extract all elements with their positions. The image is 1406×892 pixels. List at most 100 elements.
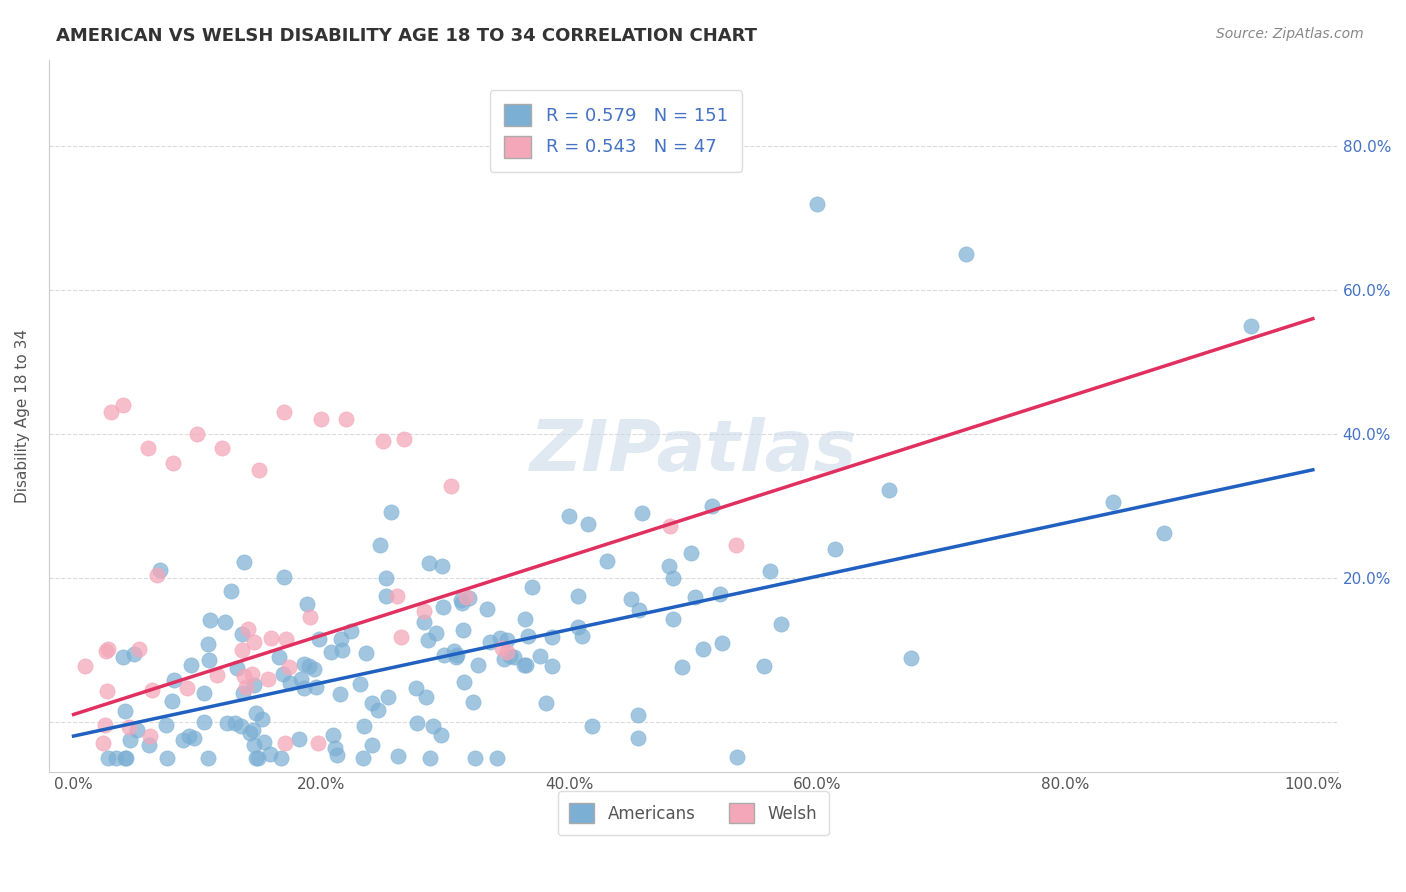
Point — [541, 630, 564, 644]
Point — [516, 629, 538, 643]
Point — [122, 647, 145, 661]
Point — [567, 589, 589, 603]
Point — [330, 643, 353, 657]
Point — [387, 748, 409, 763]
Point — [503, 650, 526, 665]
Point — [229, 718, 252, 732]
Point — [325, 747, 347, 762]
Point — [406, 716, 429, 731]
Point — [711, 636, 734, 650]
Point — [496, 644, 519, 658]
Point — [240, 667, 263, 681]
Point — [1240, 318, 1263, 333]
Point — [128, 641, 150, 656]
Point — [486, 750, 509, 764]
Point — [305, 680, 328, 694]
Point — [631, 506, 654, 520]
Point — [520, 580, 543, 594]
Point — [361, 738, 384, 752]
Point — [425, 626, 447, 640]
Point — [177, 729, 200, 743]
Point — [361, 696, 384, 710]
Point — [100, 405, 122, 419]
Point — [499, 648, 522, 663]
Point — [389, 631, 412, 645]
Point — [475, 602, 498, 616]
Point — [111, 650, 134, 665]
Point — [233, 669, 256, 683]
Point — [290, 673, 312, 687]
Point — [156, 750, 179, 764]
Point — [394, 432, 416, 446]
Point — [463, 695, 485, 709]
Point — [96, 683, 118, 698]
Point — [292, 657, 315, 672]
Point — [273, 570, 295, 584]
Point — [429, 729, 451, 743]
Point — [308, 632, 330, 647]
Point — [725, 749, 748, 764]
Point — [458, 591, 481, 606]
Point — [596, 553, 619, 567]
Point — [450, 593, 472, 607]
Point — [679, 546, 702, 560]
Point — [491, 641, 513, 656]
Point — [176, 681, 198, 695]
Point — [114, 750, 136, 764]
Point — [97, 642, 120, 657]
Point — [576, 517, 599, 532]
Point — [236, 622, 259, 636]
Point — [270, 750, 292, 764]
Point — [558, 509, 581, 524]
Point — [231, 626, 253, 640]
Point — [250, 712, 273, 726]
Point — [446, 648, 468, 662]
Point — [375, 572, 398, 586]
Point — [73, 659, 96, 673]
Point — [824, 541, 846, 556]
Point — [249, 463, 271, 477]
Point — [186, 426, 208, 441]
Point — [658, 519, 681, 533]
Point — [307, 736, 329, 750]
Point — [370, 538, 392, 552]
Point — [224, 715, 246, 730]
Point — [323, 741, 346, 756]
Point — [193, 714, 215, 729]
Point — [235, 680, 257, 694]
Point — [627, 707, 650, 722]
Point — [385, 589, 408, 603]
Point — [253, 735, 276, 749]
Point — [239, 726, 262, 740]
Point — [709, 587, 731, 601]
Point — [432, 558, 454, 573]
Point — [115, 750, 138, 764]
Point — [198, 613, 221, 627]
Point — [278, 676, 301, 690]
Point — [464, 750, 486, 764]
Point — [146, 568, 169, 582]
Point — [536, 696, 558, 710]
Point — [806, 196, 828, 211]
Point — [271, 666, 294, 681]
Point — [160, 694, 183, 708]
Point — [243, 678, 266, 692]
Point — [419, 750, 441, 764]
Point — [432, 599, 454, 614]
Point — [489, 632, 512, 646]
Point — [298, 658, 321, 673]
Point — [329, 687, 352, 701]
Point — [352, 750, 374, 764]
Point — [247, 750, 270, 764]
Point — [541, 659, 564, 673]
Point — [197, 750, 219, 764]
Point — [627, 731, 650, 745]
Point — [367, 703, 389, 717]
Point — [349, 677, 371, 691]
Point — [1153, 525, 1175, 540]
Point — [242, 723, 264, 738]
Point — [495, 632, 517, 647]
Point — [451, 623, 474, 637]
Point — [692, 642, 714, 657]
Point — [515, 657, 537, 672]
